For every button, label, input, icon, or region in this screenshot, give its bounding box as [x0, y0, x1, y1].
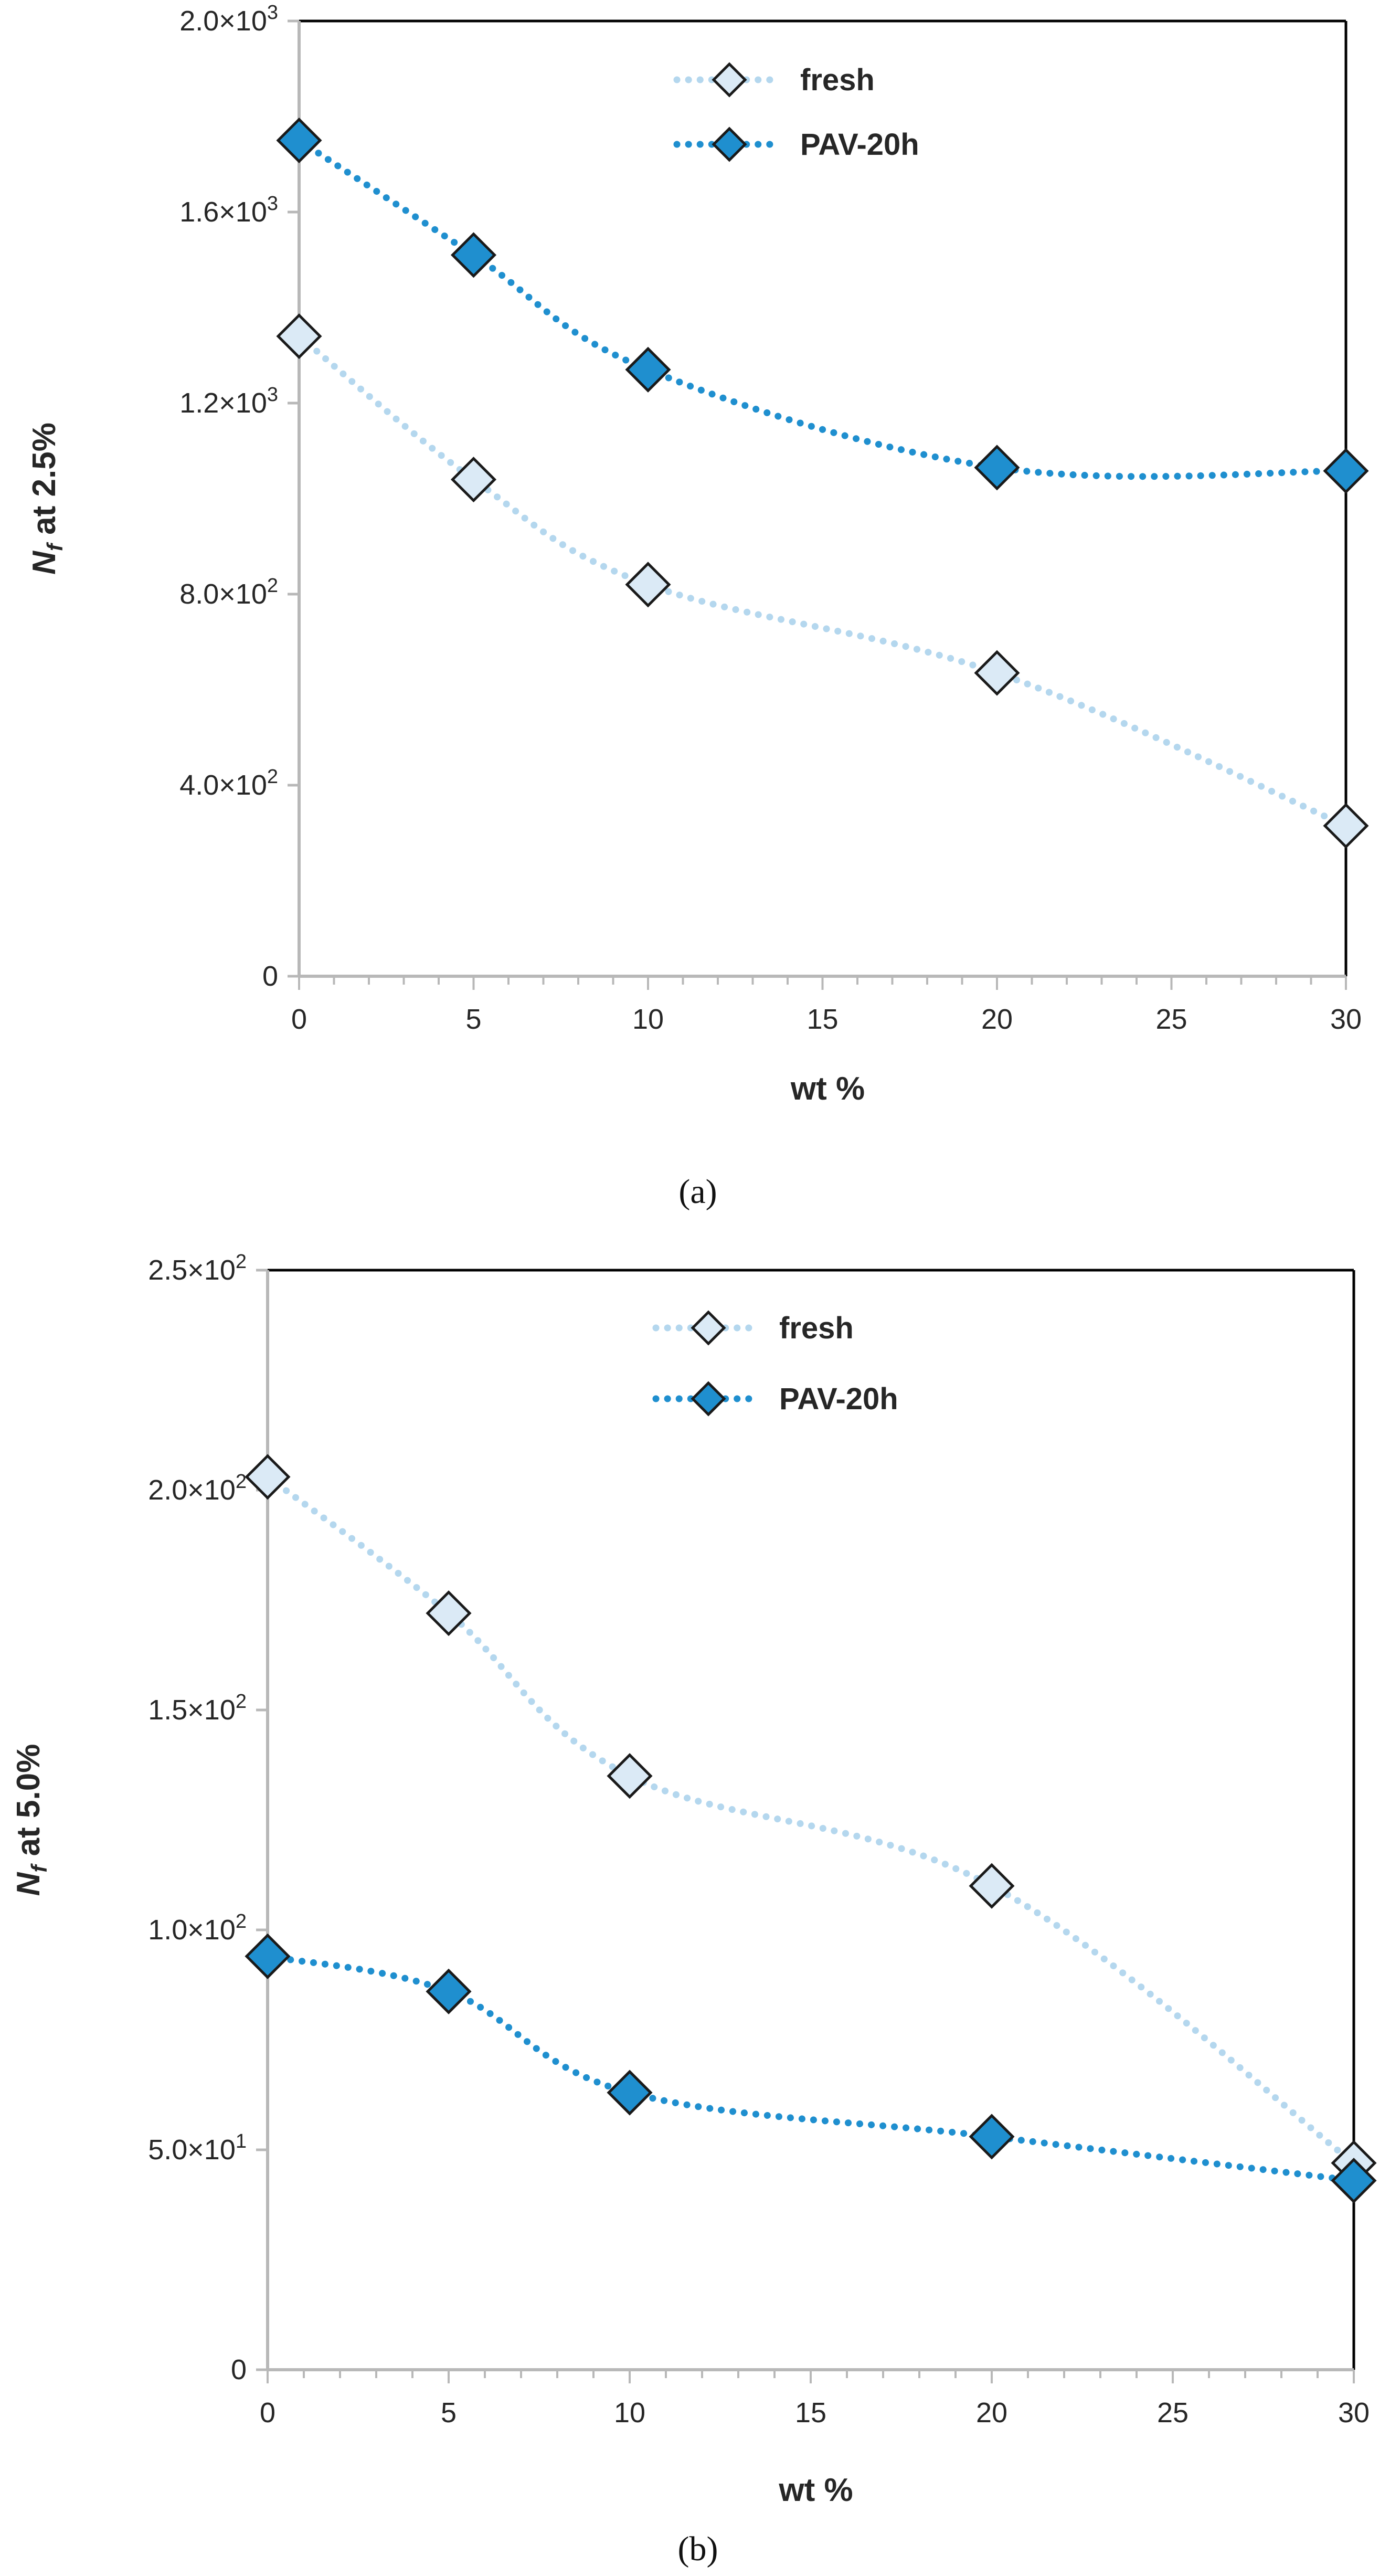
- chart-b-point-pav: [245, 1933, 291, 1979]
- chart-a-x-tick-label: 15: [807, 1004, 838, 1035]
- chart-b-legend-label-fresh: fresh: [779, 1311, 854, 1345]
- chart-a-point-fresh: [276, 313, 322, 360]
- chart-b-x-tick-label: 5: [441, 2397, 457, 2429]
- chart-b-y-tick-label: 1.0×102: [148, 1910, 247, 1946]
- chart-a-x-tick-label: 25: [1155, 1004, 1187, 1035]
- chart-b-point-fresh: [607, 1753, 653, 1799]
- chart-a-y-tick-label: 8.0×102: [179, 575, 278, 610]
- chart-b-legend-label-pav: PAV-20h: [779, 1382, 898, 1416]
- chart-a-y-tick-label: 4.0×102: [179, 766, 278, 801]
- chart-a-series-line-pav: [295, 137, 1350, 480]
- chart-b-x-tick-label: 0: [260, 2397, 275, 2429]
- chart-a-x-tick-label: 20: [981, 1004, 1013, 1035]
- chart-b: 0 5.0×101 1.0×102 1.5×102 2.0×102 2.5×102 0 5 10…: [10, 1251, 1377, 2508]
- chart-a-x-tick-label: 5: [465, 1004, 481, 1035]
- chart-b-point-pav: [426, 1968, 472, 2014]
- chart-a-x-tick-label: 30: [1330, 1004, 1362, 1035]
- chart-a-legend-marker-pav: [712, 126, 747, 162]
- chart-b-x-tick-label: 25: [1157, 2397, 1189, 2429]
- chart-a-legend-marker-fresh: [712, 62, 747, 98]
- chart-a-x-tick-label: 0: [291, 1004, 307, 1035]
- chart-b-x-tick-label: 10: [614, 2397, 645, 2429]
- chart-b-x-axis-title: wt %: [778, 2472, 853, 2508]
- chart-b-point-fresh: [426, 1590, 472, 1637]
- caption-a: (a): [678, 1173, 717, 1211]
- chart-b-legend-marker-pav: [691, 1381, 726, 1417]
- chart-a-point-pav: [625, 346, 671, 393]
- chart-b-point-pav: [1331, 2158, 1377, 2204]
- chart-a-point-fresh: [1323, 803, 1369, 849]
- chart-b-y-tick-label: 5.0×101: [148, 2130, 247, 2166]
- chart-b-x-tick-label: 15: [795, 2397, 826, 2429]
- chart-a-series-line-fresh: [295, 333, 1350, 829]
- chart-a-point-fresh: [974, 650, 1020, 696]
- chart-a-y-tick-label: 0: [262, 960, 278, 992]
- chart-b-y-tick-label: 2.5×102: [148, 1251, 247, 1286]
- chart-b-y-axis-title: Nf at 5.0%: [10, 1744, 51, 1896]
- chart-a-point-fresh: [625, 562, 671, 608]
- chart-a-point-pav: [974, 445, 1020, 491]
- chart-a-point-pav: [450, 232, 497, 278]
- chart-a-legend-label-pav: PAV-20h: [800, 128, 919, 162]
- chart-b-y-tick-label: 2.0×102: [148, 1471, 247, 1506]
- chart-a: 0 4.0×102 8.0×102 1.2×103 1.6×103 2.0×103 0 5 10…: [26, 2, 1369, 1107]
- chart-a-x-tick-label: 10: [632, 1004, 664, 1035]
- chart-b-x-tick-label: 20: [976, 2397, 1007, 2429]
- chart-b-point-fresh: [245, 1454, 291, 1500]
- chart-b-y-tick-label: 0: [231, 2354, 247, 2385]
- caption-b: (b): [678, 2530, 718, 2568]
- chart-b-x-tick-label: 30: [1338, 2397, 1370, 2429]
- chart-b-point-pav: [969, 2114, 1015, 2160]
- chart-a-point-fresh: [450, 457, 497, 503]
- chart-b-point-fresh: [969, 1863, 1015, 1909]
- chart-a-y-tick-label: 2.0×103: [179, 2, 278, 37]
- chart-a-x-axis-title: wt %: [790, 1071, 865, 1107]
- chart-a-legend-label-fresh: fresh: [800, 63, 875, 97]
- chart-b-point-pav: [607, 2070, 653, 2116]
- chart-b-series-line-fresh: [264, 1473, 1357, 2167]
- chart-b-series-line-pav: [264, 1952, 1357, 2184]
- chart-a-y-tick-label: 1.2×103: [179, 384, 278, 419]
- chart-a-point-pav: [276, 117, 322, 164]
- chart-a-point-pav: [1323, 448, 1369, 494]
- chart-a-y-axis-title: Nf at 2.5%: [26, 423, 67, 575]
- chart-b-y-tick-label: 1.5×102: [148, 1691, 247, 1726]
- chart-b-legend-marker-fresh: [691, 1310, 726, 1346]
- chart-a-y-tick-label: 1.6×103: [179, 193, 278, 228]
